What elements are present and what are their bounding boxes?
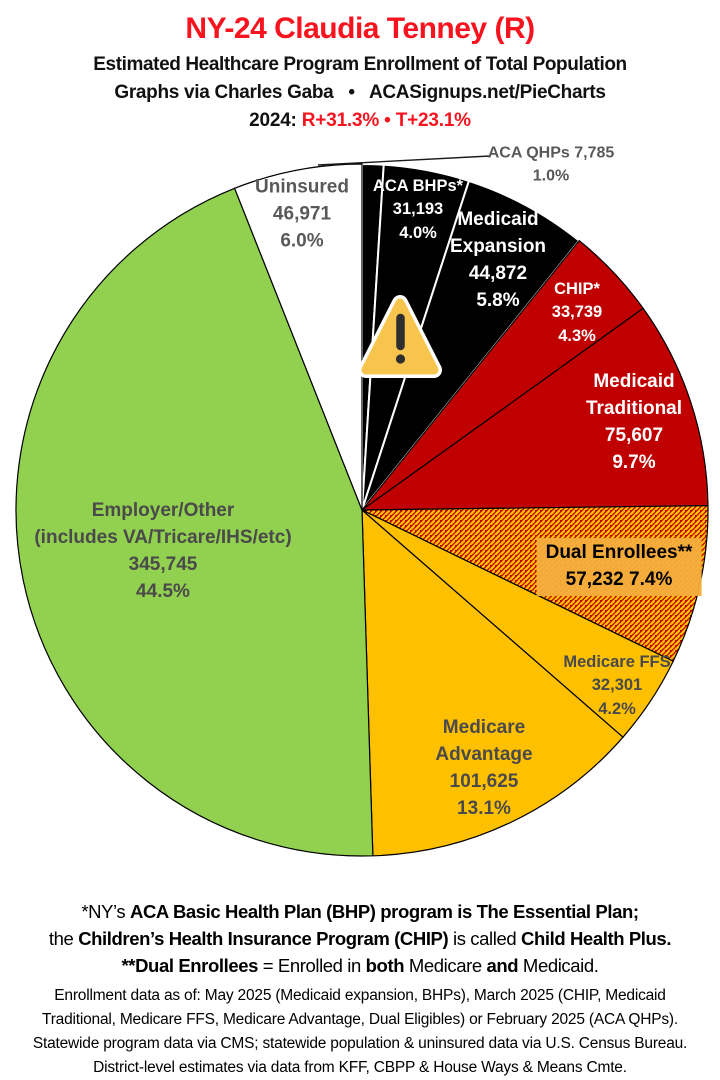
partisan-lean-line: 2024: R+31.3% • T+23.1% xyxy=(249,110,471,131)
leader-line-aca-qhps xyxy=(317,155,491,166)
credit-line: Graphs via Charles Gaba • ACASignups.net… xyxy=(114,82,606,103)
slice-label-uninsured: Uninsured 46,971 6.0% xyxy=(255,176,349,252)
slice-label-aca-bhps: ACA BHPs* 31,193 4.0% xyxy=(372,176,464,242)
page-title: NY-24 Claudia Tenney (R) xyxy=(185,12,535,45)
pie-slices xyxy=(15,163,709,857)
slice-label-aca-qhps: ACA QHPs 7,785 1.0% xyxy=(487,144,615,184)
slice-label-medicaid-traditional: Medicaid Traditional 75,607 9.7% xyxy=(585,371,683,473)
pie-slice-medicaid-traditional xyxy=(361,307,709,511)
slice-label-employer-other: Employer/Other (includes VA/Tricare/IHS/e… xyxy=(34,500,292,602)
pie-slice-uninsured xyxy=(234,163,363,511)
pie-svg xyxy=(15,155,709,857)
pie-slice-employer-other xyxy=(15,187,374,857)
pie-slice-medicaid-expansion xyxy=(361,179,581,511)
page-subtitle: Estimated Healthcare Program Enrollment … xyxy=(93,54,627,75)
data-source-footnote: Enrollment data as of: May 2025 (Medicai… xyxy=(32,987,688,1076)
pie-chart-area: ACA QHPs 7,785 1.0% ACA BHPs* 31,193 4.0% Med… xyxy=(0,140,720,885)
slice-label-medicaid-expansion: Medicaid Expansion 44,872 5.8% xyxy=(449,209,547,311)
warning-triangle-icon xyxy=(358,295,442,378)
plan-name-footnote: *NY’s ACA Basic Health Plan (BHP) progra… xyxy=(48,901,672,976)
slice-label-medicare-ffs: Medicare FFS 32,301 4.2% xyxy=(563,652,671,718)
slice-label-dual-enrollees: Dual Enrollees** 57,232 7.4% xyxy=(536,538,702,596)
pie-slice-medicare-advantage xyxy=(361,509,624,857)
slice-label-chip: CHIP* 33,739 4.3% xyxy=(551,279,603,345)
slice-label-medicare-advantage: Medicare Advantage 101,625 13.1% xyxy=(435,717,533,819)
